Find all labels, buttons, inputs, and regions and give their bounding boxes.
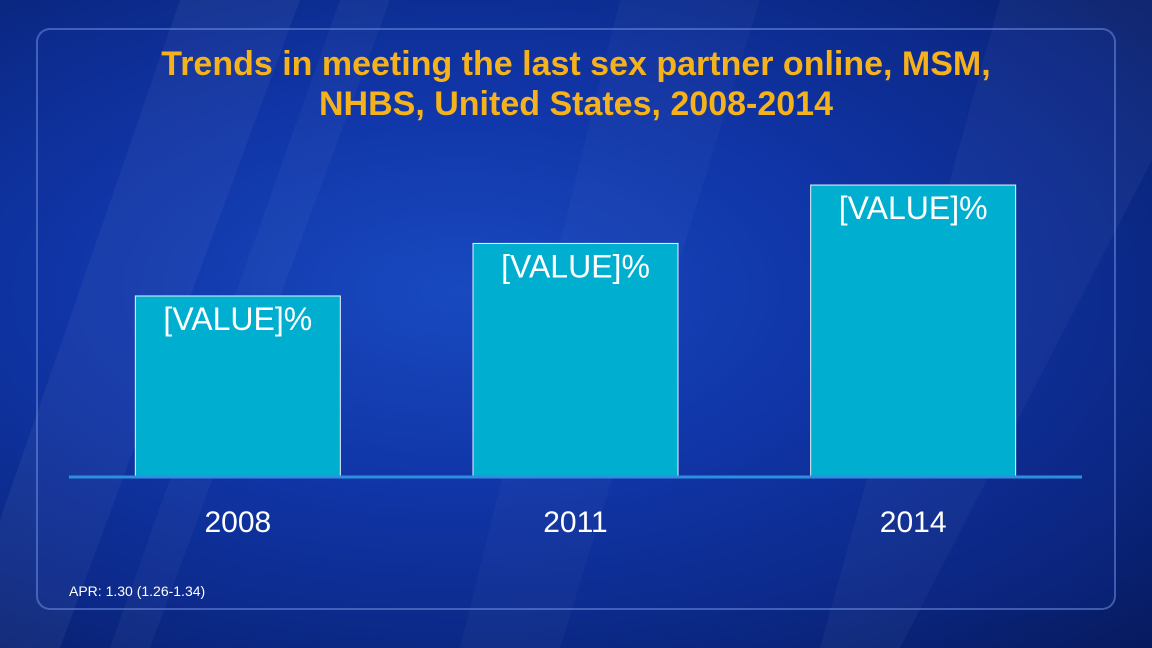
data-label-2008: [VALUE]% [163, 301, 312, 337]
x-tick-label-2008: 2008 [204, 506, 271, 539]
x-tick-label-2014: 2014 [880, 506, 947, 539]
data-label-2014: [VALUE]% [839, 190, 988, 226]
bar-2014 [810, 184, 1017, 478]
title-line-2: NHBS, United States, 2008-2014 [319, 85, 833, 123]
title-line-1: Trends in meeting the last sex partner o… [161, 45, 991, 83]
data-label-2011: [VALUE]% [501, 248, 650, 284]
footnote-apr: APR: 1.30 (1.26-1.34) [69, 583, 206, 599]
x-tick-label-2011: 2011 [543, 506, 608, 539]
chart-title: Trends in meeting the last sex partner o… [60, 44, 1092, 124]
bar-2008 [134, 295, 341, 478]
